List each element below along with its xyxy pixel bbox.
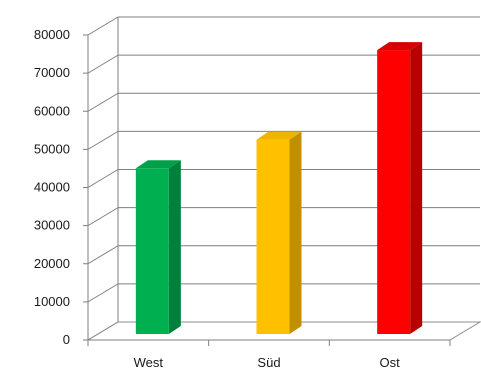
y-tick-label: 80000 <box>34 27 70 42</box>
y-tick-label: 20000 <box>34 256 70 271</box>
gridline-diagonal <box>87 283 119 303</box>
gridline-diagonal <box>87 169 119 188</box>
bar-front <box>256 139 290 334</box>
x-tick-label: Süd <box>257 355 280 370</box>
bar-süd <box>256 131 302 334</box>
bar-top <box>135 160 181 169</box>
gridline-diagonal <box>87 130 119 150</box>
axes <box>83 34 451 346</box>
gridline-diagonal <box>87 16 119 36</box>
x-tick-label: West <box>134 355 164 370</box>
bar-front <box>377 50 411 334</box>
gridline-diagonal <box>87 92 119 112</box>
y-tick-label: 30000 <box>34 218 70 233</box>
y-tick-label: 0 <box>63 332 70 347</box>
gridline-diagonal <box>87 54 119 74</box>
y-tick-label: 40000 <box>34 180 70 195</box>
gridline-diagonal <box>87 207 119 227</box>
y-tick-label: 10000 <box>34 294 70 309</box>
bars <box>135 42 423 334</box>
y-tick-label: 50000 <box>34 141 70 156</box>
bar-top <box>256 131 302 140</box>
labels: 0 10000 20000 30000 40000 50000 60000 70000 8000… <box>34 27 400 370</box>
gridline-diagonal <box>87 245 119 265</box>
bar-side <box>168 160 181 334</box>
bar-ost <box>377 42 423 334</box>
bar-top <box>377 42 423 51</box>
bar-west <box>135 160 181 334</box>
y-tick-label: 70000 <box>34 65 70 80</box>
bar-side <box>410 42 423 334</box>
x-tick-label: Ost <box>380 355 401 370</box>
bar-front <box>135 168 169 334</box>
y-tick-label: 60000 <box>34 103 70 118</box>
bar-side <box>289 131 302 334</box>
